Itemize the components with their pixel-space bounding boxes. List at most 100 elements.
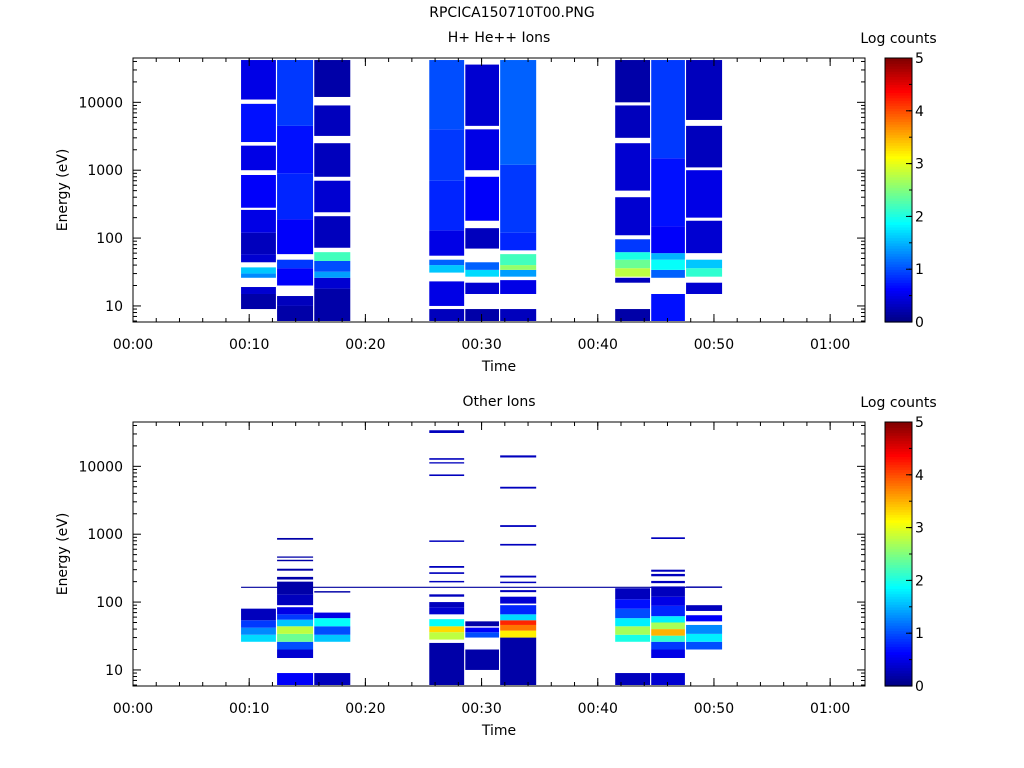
spectrogram-cell	[465, 649, 499, 670]
spectrogram-cell	[277, 559, 314, 562]
spectrogram-cell	[651, 641, 685, 650]
colorbar-segment	[885, 569, 912, 574]
colorbar-segment	[885, 551, 912, 555]
colorbar-segment	[885, 229, 912, 233]
spectrogram-cell	[651, 622, 685, 630]
colorbar-segment	[885, 300, 912, 305]
colorbar-segment	[885, 575, 912, 579]
colorbar-segment	[885, 73, 912, 78]
colorbar-segment	[885, 295, 912, 299]
colorbar-segment	[885, 232, 912, 236]
spectrogram-cell	[241, 60, 276, 100]
colorbar-segment	[885, 187, 912, 191]
colorbar-tick-label: 2	[915, 573, 924, 589]
colorbar-segment	[885, 287, 912, 291]
colorbar-segment	[885, 643, 912, 647]
spectrogram-cell	[277, 296, 314, 306]
colorbar-segment	[885, 580, 912, 584]
colorbar-segment	[885, 205, 912, 210]
spectrogram-cell	[500, 590, 537, 593]
spectrogram-cell	[500, 543, 537, 546]
colorbar-segment	[885, 656, 912, 661]
spectrogram-cell	[429, 281, 465, 306]
spectrogram-cell	[241, 287, 276, 294]
x-tick-label: 00:30	[461, 337, 501, 353]
colorbar-label: Log counts	[860, 31, 936, 47]
spectrogram-cell	[615, 277, 651, 283]
colorbar-segment	[885, 203, 912, 207]
x-tick-label: 00:00	[113, 701, 153, 717]
spectrogram-cell	[500, 614, 537, 621]
colorbar-tick-label: 5	[915, 415, 924, 431]
spectrogram-cell	[429, 60, 465, 130]
y-tick-label: 1000	[87, 527, 123, 543]
colorbar-segment	[885, 556, 912, 560]
spectrogram-cell	[277, 173, 314, 220]
spectrogram-cell	[277, 125, 314, 174]
colorbar-segment	[885, 527, 912, 531]
spectrogram-cell	[429, 259, 465, 266]
colorbar-segment	[885, 651, 912, 655]
spectrogram-cell	[429, 265, 465, 273]
colorbar-segment	[885, 263, 912, 268]
colorbar-segment	[885, 593, 912, 597]
spectrogram-cell	[314, 626, 351, 635]
y-tick-label: 10	[105, 663, 123, 679]
spectrogram-cell	[615, 588, 651, 600]
colorbar-segment	[885, 659, 912, 663]
colorbar-segment	[885, 92, 912, 96]
colorbar-segment	[885, 105, 912, 109]
colorbar-segment	[885, 606, 912, 611]
spectrogram-cell	[615, 143, 651, 191]
colorbar-segment	[885, 100, 912, 104]
colorbar-segment	[885, 137, 912, 141]
spectrogram-cell	[686, 641, 723, 650]
colorbar-segment	[885, 427, 912, 431]
colorbar-segment	[885, 266, 912, 270]
spectrogram-cell	[429, 430, 465, 433]
colorbar-segment	[885, 195, 912, 199]
colorbar-segment	[885, 292, 912, 297]
spectrogram-cell	[277, 614, 314, 620]
spectrogram-cell	[615, 197, 651, 236]
spectrogram-cell	[500, 630, 537, 638]
colorbar-segment	[885, 514, 912, 518]
colorbar-segment	[885, 604, 912, 608]
spectrogram-cell	[500, 254, 537, 266]
spectrogram-cell	[429, 540, 465, 542]
spectrogram-cell	[615, 309, 651, 322]
colorbar-segment	[885, 256, 912, 260]
spectrogram-cell	[500, 486, 537, 489]
colorbar-segment	[885, 168, 912, 173]
spectrogram-cell	[500, 309, 537, 322]
spectrogram-cell	[429, 230, 465, 256]
x-tick-label: 00:20	[345, 701, 385, 717]
colorbar-segment	[885, 118, 912, 122]
spectrogram-cell	[500, 525, 537, 527]
colorbar-segment	[885, 234, 912, 239]
x-axis-label: Time	[481, 359, 516, 375]
colorbar-segment	[885, 654, 912, 658]
x-axis-label: Time	[481, 723, 516, 739]
spectrogram-cell	[615, 618, 651, 627]
colorbar-segment	[885, 638, 912, 642]
colorbar-segment	[885, 540, 912, 545]
x-tick-label: 00:40	[578, 701, 618, 717]
spectrogram-cell	[314, 673, 351, 686]
spectrogram-cell	[241, 145, 276, 171]
colorbar-segment	[885, 258, 912, 262]
spectrogram-cell	[429, 626, 465, 633]
spectrogram-cell	[429, 474, 465, 477]
colorbar-segment	[885, 84, 912, 88]
spectrogram-cell	[651, 596, 685, 606]
colorbar-segment	[885, 76, 912, 80]
spectrogram-cell	[615, 268, 651, 277]
spectrogram-cell	[277, 607, 314, 615]
spectrogram-cell	[500, 605, 537, 615]
y-tick-label: 100	[96, 231, 123, 247]
spectrogram-cell	[500, 280, 537, 294]
spectrogram-cell	[465, 632, 499, 638]
colorbar-segment	[885, 261, 912, 265]
spectrogram-cell	[651, 293, 685, 322]
spectrogram-cell	[500, 60, 537, 165]
